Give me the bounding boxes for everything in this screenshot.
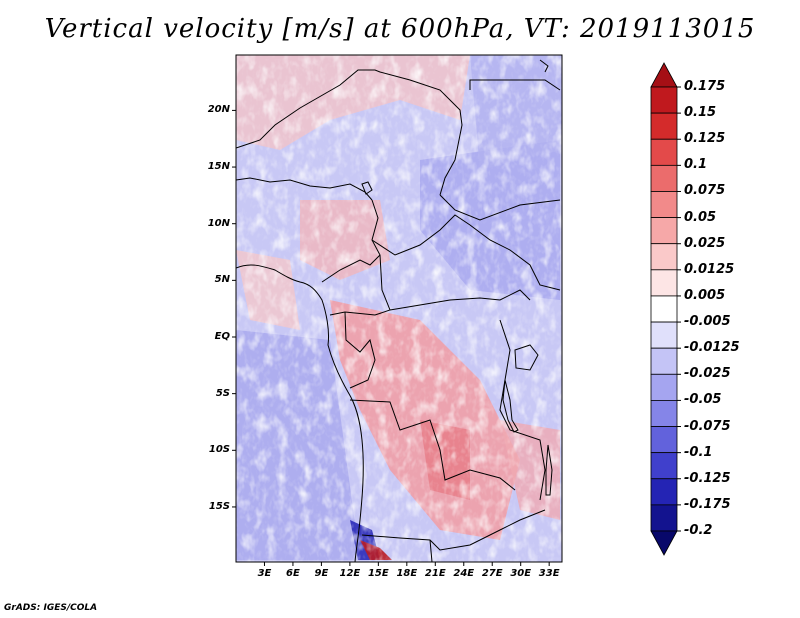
colorbar-swatch	[650, 217, 678, 245]
country-borders	[236, 59, 561, 562]
colorbar-label: -0.075	[684, 418, 731, 434]
colorbar-swatch	[650, 269, 678, 297]
colorbar-swatch	[650, 426, 678, 454]
colorbar-label: -0.2	[684, 523, 713, 538]
colorbar-label: -0.05	[684, 392, 722, 408]
border	[361, 509, 546, 551]
lon-label: 9E	[314, 568, 329, 579]
lake-victoria	[514, 344, 539, 371]
lon-label: 12E	[339, 568, 361, 579]
colorbar-label: 0.075	[684, 183, 726, 199]
colorbar-label: 0.0125	[684, 261, 735, 277]
border	[321, 199, 381, 283]
colorbar-label: 0.005	[684, 287, 726, 303]
lon-label: 33E	[538, 568, 560, 579]
border	[349, 399, 516, 491]
chart-title: Vertical velocity [m/s] at 600hPa, VT: 2…	[44, 14, 756, 44]
lake-chad	[361, 181, 373, 195]
colorbar-label: -0.005	[684, 314, 731, 330]
colorbar-label: -0.1	[684, 444, 713, 460]
border	[439, 194, 561, 221]
colorbar-label: -0.025	[684, 366, 731, 382]
lon-label: 30E	[510, 568, 532, 579]
colorbar-swatch	[650, 321, 678, 349]
lon-label: 3E	[257, 568, 272, 579]
colorbar-label: 0.175	[684, 79, 726, 94]
colorbar-swatch	[650, 86, 678, 114]
colorbar-swatch	[650, 478, 678, 506]
colorbar-label: -0.125	[684, 470, 731, 486]
lon-label: 27E	[481, 568, 503, 579]
lat-label: 15S	[208, 500, 230, 512]
colorbar-swatch	[650, 347, 678, 375]
border	[389, 289, 531, 311]
lat-ticks	[232, 109, 236, 508]
border	[236, 69, 463, 196]
border	[469, 79, 561, 91]
colorbar-label: 0.125	[684, 131, 726, 147]
lat-label: 5N	[214, 274, 230, 286]
colorbar-swatch	[650, 138, 678, 166]
border	[539, 59, 549, 73]
colorbar-swatch	[650, 373, 678, 401]
lat-label: 5S	[215, 387, 230, 399]
colorbar-swatch	[650, 62, 678, 88]
border	[329, 254, 391, 316]
colorbar-swatch	[650, 112, 678, 140]
lat-label: EQ	[214, 331, 230, 342]
lat-label: 10N	[207, 217, 230, 229]
colorbar-swatch	[650, 530, 678, 556]
lat-label: 15N	[207, 161, 230, 173]
colorbar-swatch	[650, 400, 678, 427]
coastline	[236, 264, 364, 562]
colorbar-swatch	[650, 164, 678, 192]
lat-label: 10S	[208, 444, 230, 456]
colorbar-swatch	[650, 452, 678, 480]
lon-label: 6E	[286, 568, 300, 579]
border	[236, 177, 373, 201]
lake-malawi	[545, 444, 553, 496]
lake-tanganyika	[502, 379, 519, 433]
lon-label: 21E	[424, 568, 446, 579]
colorbar-label: 0.1	[684, 157, 708, 173]
colorbar-swatch	[650, 504, 678, 532]
lon-label: 15E	[367, 568, 389, 579]
colorbar-swatch	[650, 295, 678, 323]
border	[344, 311, 376, 389]
border	[429, 539, 433, 562]
colorbar-label: 0.05	[684, 209, 717, 225]
border	[499, 319, 546, 501]
colorbar-label: -0.175	[684, 496, 731, 512]
lon-label: 18E	[396, 568, 418, 579]
map-frame	[235, 54, 563, 563]
border	[371, 214, 561, 291]
colorbar-label: -0.0125	[684, 340, 740, 356]
colorbar-label: 0.025	[684, 235, 726, 251]
colorbar-swatch	[650, 191, 678, 218]
colorbar-swatch	[650, 243, 678, 271]
colorbar	[650, 62, 681, 556]
grads-credit: GrADS: IGES/COLA	[4, 603, 98, 613]
vertical-velocity-field	[236, 55, 562, 562]
lon-label: 24E	[453, 568, 475, 579]
lon-ticks	[263, 562, 550, 566]
lat-label: 20N	[207, 104, 230, 116]
colorbar-label: 0.15	[684, 105, 717, 121]
